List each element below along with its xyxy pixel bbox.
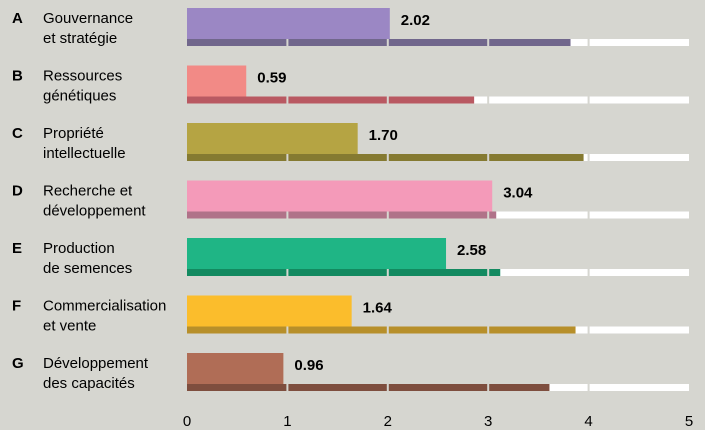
gridline: [587, 326, 590, 334]
gridline: [386, 269, 389, 276]
gridline: [587, 384, 590, 391]
gridline: [286, 326, 289, 334]
bar-secondary: [187, 384, 550, 391]
gridline: [286, 384, 289, 391]
category-letter: A: [12, 10, 23, 27]
bar-main: [187, 353, 284, 384]
category-label: et stratégie: [43, 30, 117, 47]
bar-main: [187, 65, 247, 97]
gridline: [487, 96, 490, 104]
x-tick-label: 5: [685, 413, 693, 430]
category-label: intellectuelle: [43, 145, 126, 162]
gridline: [386, 326, 389, 334]
gridline: [286, 154, 289, 161]
data-label: 0.96: [294, 357, 323, 374]
gridline: [587, 39, 590, 46]
category-label: développement: [43, 203, 146, 220]
data-label: 2.02: [401, 12, 430, 29]
category-letter: D: [12, 183, 23, 200]
category-label: Commercialisation: [43, 298, 166, 315]
bar-secondary: [187, 39, 571, 46]
gridline: [386, 39, 389, 46]
category-label: Production: [43, 240, 115, 257]
gridline: [286, 269, 289, 276]
gridline: [386, 96, 389, 104]
category-label: Gouvernance: [43, 10, 133, 27]
gridline: [487, 269, 490, 276]
x-tick-label: 4: [584, 413, 592, 430]
category-label: Ressources: [43, 68, 122, 85]
category-letter: E: [12, 240, 22, 257]
gridline: [587, 96, 590, 104]
gridline: [487, 39, 490, 46]
x-tick-label: 1: [283, 413, 291, 430]
data-label: 2.58: [457, 242, 486, 259]
category-label: de semences: [43, 260, 132, 277]
data-label: 1.64: [363, 300, 393, 317]
category-label: Développement: [43, 355, 149, 372]
gridline: [286, 39, 289, 46]
gridline: [386, 384, 389, 391]
x-tick-label: 2: [384, 413, 392, 430]
data-label: 1.70: [369, 127, 398, 144]
gridline: [386, 154, 389, 161]
gridline: [286, 211, 289, 219]
gridline: [587, 211, 590, 219]
category-label: génétiques: [43, 88, 116, 105]
data-label: 3.04: [503, 185, 533, 202]
bar-secondary: [187, 154, 584, 161]
bar-main: [187, 238, 447, 269]
gridline: [587, 154, 590, 161]
bar-main: [187, 8, 390, 39]
category-letter: B: [12, 68, 23, 85]
category-label: et vente: [43, 318, 96, 335]
bar-main: [187, 123, 358, 154]
category-letter: F: [12, 298, 21, 315]
x-tick-label: 3: [484, 413, 492, 430]
bar-secondary: [187, 326, 576, 334]
category-label: des capacités: [43, 375, 135, 392]
gridline: [487, 384, 490, 391]
category-label: Recherche et: [43, 183, 133, 200]
x-tick-label: 0: [183, 413, 191, 430]
category-letter: C: [12, 125, 23, 142]
gridline: [587, 269, 590, 276]
bar-secondary: [187, 211, 497, 219]
gridline: [286, 96, 289, 104]
bar-secondary: [187, 269, 501, 276]
data-label: 0.59: [257, 70, 286, 87]
bar-main: [187, 180, 493, 212]
bar-secondary: [187, 96, 475, 104]
bar-main: [187, 295, 352, 327]
gridline: [487, 211, 490, 219]
gridline: [487, 326, 490, 334]
category-label: Propriété: [43, 125, 104, 142]
gridline: [487, 154, 490, 161]
gridline: [386, 211, 389, 219]
category-letter: G: [12, 355, 24, 372]
